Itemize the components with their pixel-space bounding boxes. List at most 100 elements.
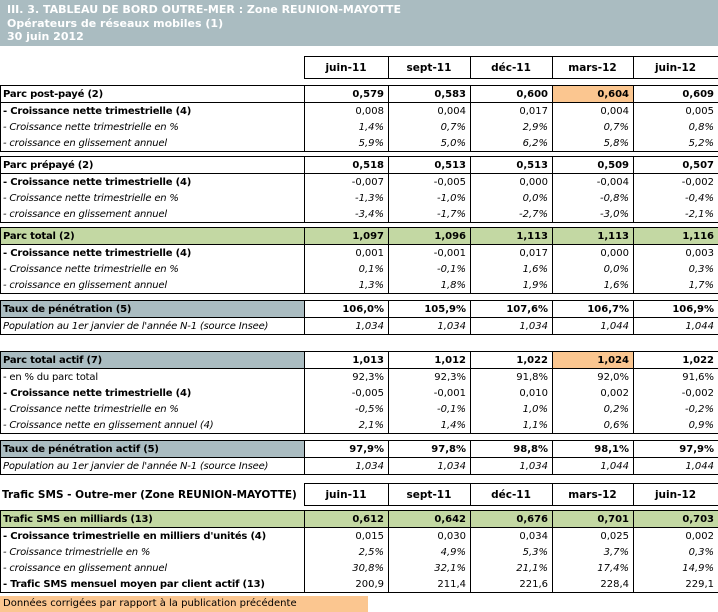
value-cell: 228,4: [553, 576, 634, 593]
value-cell: 0,579: [305, 86, 389, 103]
table-row: - Croissance nette trimestrielle (4)0,00…: [1, 245, 718, 262]
value-cell: 92,3%: [305, 369, 389, 386]
value-cell: 0,004: [553, 103, 634, 120]
value-cell: 98,1%: [553, 441, 634, 458]
table-row: - Croissance nette trimestrielle en %-0,…: [1, 401, 718, 417]
value-cell: 2,1%: [305, 417, 389, 434]
section-taux-penetration: Taux de pénétration (5)106,0%105,9%107,6…: [0, 300, 718, 335]
value-cell: 2,5%: [305, 544, 389, 560]
value-cell: 97,9%: [305, 441, 389, 458]
column-header: déc-11: [470, 484, 552, 506]
footer-note: Données corrigées par rapport à la publi…: [0, 596, 368, 612]
value-cell: -2,7%: [471, 206, 553, 223]
value-cell: 0,703: [634, 511, 718, 528]
value-cell: 5,8%: [553, 135, 634, 152]
table-row: Taux de pénétration (5)106,0%105,9%107,6…: [1, 301, 718, 318]
value-cell: 0,002: [634, 528, 718, 545]
value-cell: 1,6%: [553, 277, 634, 294]
period-header-spacer: [0, 57, 304, 79]
value-cell: 1,044: [553, 318, 634, 335]
report-title: III. 3. TABLEAU DE BORD OUTRE-MER : Zone…: [7, 3, 711, 17]
value-cell: 0,509: [553, 157, 634, 174]
row-label: - Croissance nette trimestrielle en %: [1, 190, 305, 206]
row-label: Taux de pénétration actif (5): [1, 441, 305, 458]
value-cell: 0,8%: [634, 119, 718, 135]
row-label: - Croissance nette trimestrielle (4): [1, 385, 305, 401]
value-cell: 5,9%: [305, 135, 389, 152]
value-cell: 0,3%: [634, 261, 718, 277]
value-cell: 1,034: [389, 318, 471, 335]
value-cell: 32,1%: [389, 560, 471, 576]
sms-period-header-cells: Trafic SMS - Outre-mer (Zone REUNION-MAY…: [0, 484, 718, 506]
value-cell: 5,3%: [471, 544, 553, 560]
value-cell: 1,012: [389, 352, 471, 369]
table-row: - Croissance trimestrielle en %2,5%4,9%5…: [1, 544, 718, 560]
value-cell: 0,008: [305, 103, 389, 120]
value-cell: 211,4: [389, 576, 471, 593]
row-label: - Trafic SMS mensuel moyen par client ac…: [1, 576, 305, 593]
value-cell: 1,4%: [389, 417, 471, 434]
table-row: - Croissance nette trimestrielle en %1,4…: [1, 119, 718, 135]
column-header: sept-11: [388, 57, 470, 79]
value-cell: -0,8%: [553, 190, 634, 206]
sms-section-title: Trafic SMS - Outre-mer (Zone REUNION-MAY…: [0, 484, 304, 506]
value-cell: 0,001: [305, 245, 389, 262]
value-cell: 1,0%: [471, 401, 553, 417]
value-cell: 0,701: [553, 511, 634, 528]
column-header: juin-11: [304, 484, 388, 506]
value-cell: 107,6%: [471, 301, 553, 318]
value-cell: 0,002: [553, 385, 634, 401]
row-label: Population au 1er janvier de l'année N-1…: [1, 318, 305, 335]
value-cell: 1,044: [553, 458, 634, 475]
value-cell: 1,022: [634, 352, 718, 369]
value-cell: 0,025: [553, 528, 634, 545]
value-cell: 17,4%: [553, 560, 634, 576]
value-cell: -0,004: [553, 174, 634, 191]
value-cell: 1,044: [634, 318, 718, 335]
value-cell: 0,518: [305, 157, 389, 174]
value-cell: 1,8%: [389, 277, 471, 294]
value-cell: 5,2%: [634, 135, 718, 152]
value-cell: -0,4%: [634, 190, 718, 206]
value-cell: 1,116: [634, 228, 718, 245]
value-cell: -0,001: [389, 385, 471, 401]
value-cell: 92,3%: [389, 369, 471, 386]
value-cell: 1,044: [634, 458, 718, 475]
row-label: - Croissance nette trimestrielle en %: [1, 119, 305, 135]
row-label: - croissance en glissement annuel: [1, 277, 305, 294]
value-cell: 0,604: [553, 86, 634, 103]
value-cell: -3,4%: [305, 206, 389, 223]
value-cell: 0,000: [553, 245, 634, 262]
table-row: - Croissance nette trimestrielle en %-1,…: [1, 190, 718, 206]
table-row: - Croissance nette trimestrielle (4)-0,0…: [1, 385, 718, 401]
row-label: Population au 1er janvier de l'année N-1…: [1, 458, 305, 475]
value-cell: 0,9%: [634, 417, 718, 434]
value-cell: 0,612: [305, 511, 389, 528]
column-header: sept-11: [388, 484, 470, 506]
value-cell: -0,1%: [389, 261, 471, 277]
row-label: - croissance en glissement annuel: [1, 206, 305, 223]
value-cell: -0,005: [305, 385, 389, 401]
table-row: - Croissance nette trimestrielle (4)-0,0…: [1, 174, 718, 191]
row-label: - Croissance nette trimestrielle (4): [1, 245, 305, 262]
value-cell: 30,8%: [305, 560, 389, 576]
value-cell: 0,3%: [634, 544, 718, 560]
report-header: III. 3. TABLEAU DE BORD OUTRE-MER : Zone…: [0, 0, 718, 46]
value-cell: 0,513: [471, 157, 553, 174]
value-cell: 200,9: [305, 576, 389, 593]
row-label: - Croissance trimestrielle en milliers d…: [1, 528, 305, 545]
value-cell: 1,022: [471, 352, 553, 369]
row-label: Parc post-payé (2): [1, 86, 305, 103]
row-label: - Croissance nette trimestrielle (4): [1, 103, 305, 120]
report-subtitle: Opérateurs de réseaux mobiles (1): [7, 17, 711, 31]
value-cell: -0,002: [634, 174, 718, 191]
